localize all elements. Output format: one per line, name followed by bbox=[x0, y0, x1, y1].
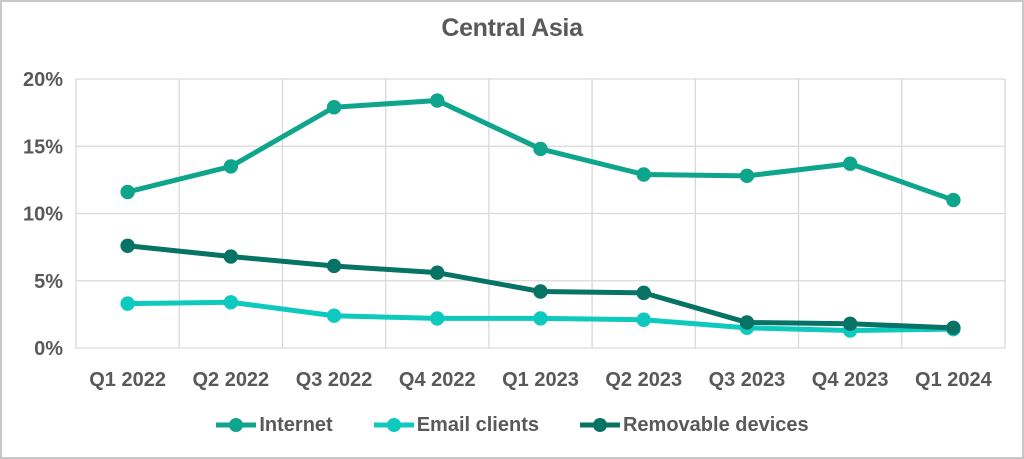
chart-title: Central Asia bbox=[441, 14, 583, 42]
point-removable-devices-6 bbox=[739, 315, 755, 330]
point-removable-devices-3 bbox=[430, 265, 445, 280]
legend-marker-email-clients-icon bbox=[373, 418, 414, 432]
gridlines bbox=[75, 78, 1006, 349]
point-internet-8 bbox=[946, 192, 961, 208]
legend-item-email-clients: Email clients bbox=[373, 414, 539, 437]
point-internet-7 bbox=[842, 156, 858, 171]
x-axis-label-2: Q3 2022 bbox=[296, 369, 373, 391]
y-axis-label-5: 5% bbox=[34, 271, 63, 293]
x-axis-label-6: Q3 2023 bbox=[709, 369, 786, 391]
x-axis-label-0: Q1 2022 bbox=[89, 369, 166, 391]
point-internet-3 bbox=[430, 93, 445, 108]
point-removable-devices-5 bbox=[636, 285, 651, 301]
point-removable-devices-4 bbox=[533, 284, 548, 299]
point-internet-2 bbox=[326, 100, 342, 115]
point-removable-devices-8 bbox=[946, 320, 961, 336]
x-axis-label-8: Q1 2024 bbox=[915, 369, 993, 391]
x-axis-label-1: Q2 2022 bbox=[192, 369, 269, 391]
y-axis-labels: 0% 5% 10% 15% 20% bbox=[23, 69, 63, 360]
point-email-clients-0 bbox=[120, 296, 135, 311]
x-axis-label-7: Q4 2023 bbox=[812, 369, 889, 391]
y-axis-label-0: 0% bbox=[34, 338, 63, 360]
point-removable-devices-7 bbox=[842, 316, 858, 331]
x-axis-label-4: Q1 2023 bbox=[502, 369, 579, 391]
x-axis-label-3: Q4 2022 bbox=[399, 369, 476, 391]
series-email-clients bbox=[120, 295, 961, 338]
series-internet bbox=[120, 93, 961, 208]
legend-label-email-clients: Email clients bbox=[416, 413, 539, 436]
point-internet-0 bbox=[120, 184, 135, 200]
point-email-clients-1 bbox=[223, 295, 239, 310]
point-internet-5 bbox=[636, 167, 651, 182]
legend-marker-internet-icon bbox=[216, 418, 257, 432]
legend-label-internet: Internet bbox=[259, 413, 333, 436]
point-email-clients-2 bbox=[326, 308, 342, 323]
point-internet-1 bbox=[223, 159, 239, 174]
x-axis-labels: Q1 2022 Q2 2022 Q3 2022 Q4 2022 Q1 2023 Q2 20… bbox=[89, 369, 992, 391]
point-email-clients-5 bbox=[636, 312, 651, 327]
point-internet-6 bbox=[739, 168, 755, 184]
legend: Internet Email clients Removable devices bbox=[0, 406, 1024, 444]
y-axis-label-15: 15% bbox=[23, 136, 63, 158]
point-removable-devices-0 bbox=[120, 238, 135, 253]
legend-label-removable-devices: Removable devices bbox=[622, 413, 809, 436]
point-internet-4 bbox=[533, 141, 548, 157]
point-email-clients-4 bbox=[533, 311, 548, 326]
legend-item-removable-devices: Removable devices bbox=[579, 414, 809, 437]
x-axis-label-5: Q2 2023 bbox=[605, 369, 682, 391]
y-axis-label-10: 10% bbox=[23, 204, 63, 226]
point-removable-devices-2 bbox=[326, 258, 342, 274]
legend-item-internet: Internet bbox=[215, 413, 333, 437]
legend-marker-removable-devices-icon bbox=[579, 418, 620, 432]
point-email-clients-3 bbox=[430, 311, 445, 326]
series-removable-devices bbox=[120, 238, 961, 336]
point-removable-devices-1 bbox=[223, 249, 239, 264]
y-axis-label-20: 20% bbox=[23, 69, 63, 91]
